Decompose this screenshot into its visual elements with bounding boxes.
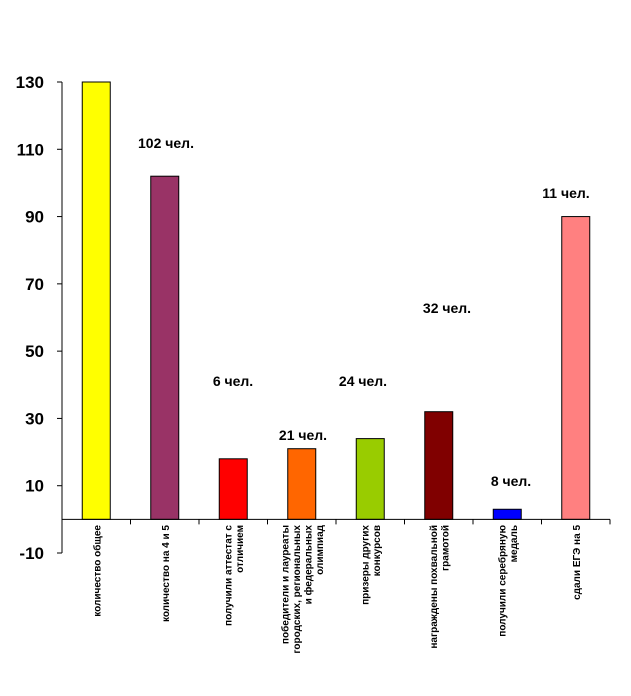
category-labels: количество общее количество на 4 и 5 получ… — [91, 524, 583, 653]
category-label: медаль — [509, 525, 520, 562]
bar — [492, 508, 522, 520]
category-label: и федеральных — [303, 525, 315, 605]
data-label: 24 чел. — [339, 373, 387, 389]
data-label: 8 чел. — [491, 473, 531, 489]
y-tick-label: -10 — [19, 544, 44, 563]
y-tick-label: 110 — [17, 140, 44, 159]
bar — [561, 216, 591, 520]
category-label: сдали ЕГЭ на 5 — [572, 525, 583, 600]
y-tick-label: 50 — [25, 342, 44, 361]
category-label: призеры других — [361, 525, 372, 605]
y-tick-label: 10 — [25, 477, 44, 496]
data-label: 21 чел. — [279, 427, 327, 443]
y-tick-label: 90 — [25, 208, 44, 227]
data-labels: 102 чел. 6 чел. 21 чел. 24 чел. 32 чел. 8 чел… — [138, 135, 590, 489]
data-label: 6 чел. — [213, 373, 253, 389]
y-tick-label: 130 — [16, 73, 44, 92]
category-label: победители и лауреаты — [280, 525, 292, 644]
bar — [355, 438, 385, 520]
category-label: отличием — [235, 525, 246, 573]
y-tick-label: 30 — [25, 409, 44, 428]
y-tick-label: 70 — [25, 275, 44, 294]
bars — [81, 81, 591, 520]
category-label: количество на 4 и 5 — [161, 525, 172, 622]
category-label: получили аттестат с — [224, 525, 235, 626]
category-label: получили серебряную — [497, 525, 509, 637]
bar — [424, 411, 454, 520]
data-label: 11 чел. — [542, 185, 589, 201]
category-label: грамотой — [441, 525, 452, 571]
category-label: награждены похвальной — [429, 525, 440, 649]
bar — [218, 458, 248, 520]
y-axis: 130 110 90 70 50 30 10 -10 — [16, 73, 63, 563]
category-label: конкурсов — [372, 525, 383, 576]
bar — [150, 175, 180, 520]
data-label: 102 чел. — [138, 135, 194, 151]
category-label: олимпиад — [315, 524, 326, 575]
x-axis — [61, 518, 611, 525]
category-label: количество общее — [91, 525, 103, 617]
data-label: 32 чел. — [423, 300, 471, 316]
bar — [81, 81, 111, 520]
category-label: городских, региональных — [292, 525, 303, 654]
bar — [287, 448, 317, 520]
